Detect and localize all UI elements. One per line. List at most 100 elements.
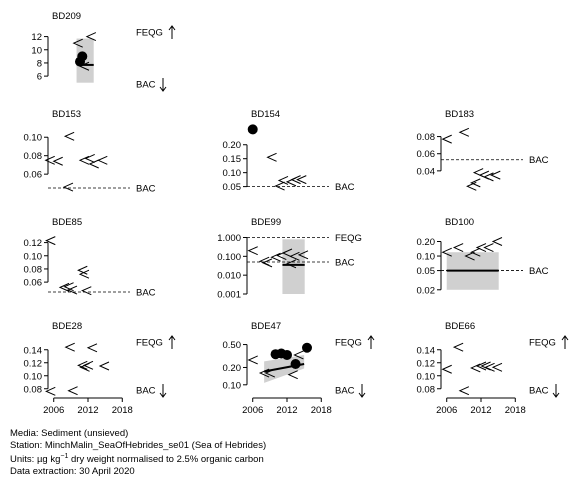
y-tick-label: 0.10: [24, 133, 43, 144]
caption-units-exp: −1: [60, 453, 69, 460]
y-tick-label: 0.08: [24, 264, 43, 275]
y-tick-label: 0.10: [223, 380, 242, 391]
x-tick-label: 2018: [311, 405, 332, 416]
less-than-marker: [45, 236, 56, 246]
reference-label-bac: BAC: [136, 386, 156, 397]
y-tick-label: 0.05: [223, 182, 242, 193]
x-tick-label: 2018: [505, 405, 526, 416]
reference-label-feqg: FEQG: [136, 28, 163, 39]
reference-label-feqg: FEQG: [335, 338, 362, 349]
panel-title: BDE66: [445, 321, 475, 332]
reference-label-bac: BAC: [529, 266, 549, 277]
y-tick-label: 0.15: [223, 154, 242, 165]
caption-units: Units: µg kg−1 dry weight normalised to …: [10, 451, 266, 466]
caption: Media: Sediment (unsieved) Station: Minc…: [10, 428, 266, 477]
panel-bde28: BDE28 0.08 0.10 0.12 0.14 FEQG BAC 2006 2012 2018: [24, 321, 176, 416]
y-tick-label: 0.06: [24, 170, 43, 181]
y-tick-label: 0.12: [24, 238, 43, 249]
less-than-marker: [452, 342, 464, 352]
caption-units-mu: µg kg: [36, 454, 61, 466]
y-tick-label: 0.04: [417, 166, 436, 177]
reference-label-bac: BAC: [335, 182, 355, 193]
y-tick-label: 0.100: [217, 252, 241, 263]
less-than-marker: [285, 259, 297, 269]
less-than-marker: [452, 243, 464, 252]
x-tick-label: 2012: [470, 405, 491, 416]
y-tick-label: 0.001: [217, 290, 241, 301]
panel-title: BDE99: [251, 217, 281, 228]
y-tick-label: 0.14: [417, 345, 436, 356]
y-tick-label: 0.10: [417, 371, 436, 382]
x-tick-label: 2012: [276, 405, 297, 416]
less-than-marker: [470, 178, 481, 188]
less-than-marker: [484, 362, 495, 372]
less-than-marker: [475, 243, 487, 252]
reference-label-bac: BAC: [335, 257, 355, 268]
caption-units-rest: dry weight normalised to 2.5% organic ca…: [68, 454, 264, 466]
x-tick-label: 2006: [242, 405, 263, 416]
panel-bde47: BDE47 0.10 0.20 0.50 FEQG BAC 2006 2012 2018: [223, 321, 375, 416]
less-than-marker: [45, 386, 56, 396]
panel-bde99: BDE99 0.001 0.010 0.100 1.000 FEQG BAC: [217, 217, 362, 301]
chart-figure: BD209 6 8 10 12 FEQG BAC BD153 0.06 0.08 0.10 BAC BD…: [24, 11, 569, 416]
less-than-marker: [289, 251, 300, 261]
y-tick-label: 0.10: [417, 252, 436, 263]
panel-bd183: BD183 0.04 0.06 0.08 BAC: [417, 109, 549, 191]
y-tick-label: 0.10: [223, 168, 242, 179]
less-than-marker: [77, 265, 88, 275]
less-than-marker: [297, 250, 309, 260]
less-than-marker: [85, 32, 97, 42]
less-than-marker: [458, 386, 470, 396]
reference-label-bac: BAC: [136, 288, 156, 299]
less-than-marker: [266, 152, 277, 162]
y-tick-label: 0.08: [417, 132, 436, 143]
less-than-marker: [470, 247, 481, 257]
less-than-marker: [441, 134, 452, 144]
panel-title: BDE47: [251, 321, 281, 332]
panel-title: BD153: [52, 109, 81, 120]
y-tick-label: 0.06: [417, 149, 436, 160]
less-than-marker: [281, 248, 293, 258]
less-than-marker: [72, 38, 83, 48]
less-than-marker: [62, 182, 74, 192]
less-than-marker: [77, 360, 88, 370]
less-than-marker: [261, 258, 273, 268]
less-than-marker: [464, 251, 475, 261]
x-tick-label: 2006: [43, 405, 64, 416]
y-tick-label: 10: [31, 45, 42, 56]
less-than-marker: [483, 243, 494, 252]
panel-bd154: BD154 0.05 0.10 0.15 0.20 BAC: [223, 109, 355, 193]
data-point: [290, 358, 301, 369]
y-tick-label: 0.08: [417, 384, 436, 395]
x-tick-label: 2012: [77, 405, 98, 416]
less-than-marker: [290, 175, 301, 185]
y-tick-label: 12: [31, 32, 42, 43]
x-tick-label: 2006: [436, 405, 457, 416]
arrow-down-head: [159, 392, 167, 398]
caption-station: Station: MinchMalin_SeaOfHebrides_se01 (…: [10, 439, 267, 451]
y-tick-label: 8: [37, 58, 42, 69]
less-than-marker: [472, 168, 484, 178]
less-than-marker: [78, 155, 90, 165]
y-tick-label: 6: [37, 72, 42, 83]
data-point: [247, 124, 258, 135]
y-tick-label: 0.50: [223, 340, 242, 351]
less-than-marker: [293, 350, 304, 360]
less-than-marker: [81, 286, 92, 296]
y-tick-label: 1.000: [217, 233, 241, 244]
panel-title: BD100: [445, 217, 474, 228]
less-than-marker: [285, 177, 297, 187]
arrow-up-head: [168, 25, 176, 31]
less-than-marker: [270, 252, 281, 262]
less-than-marker: [247, 246, 258, 256]
y-tick-label: 0.08: [24, 384, 43, 395]
reference-label-bac: BAC: [136, 184, 156, 195]
panel-title: BD209: [52, 11, 81, 22]
less-than-marker: [441, 364, 452, 374]
y-tick-label: 0.05: [417, 266, 436, 277]
y-tick-label: 0.010: [217, 271, 241, 282]
less-than-marker: [97, 155, 108, 165]
less-than-marker: [258, 368, 270, 378]
y-tick-label: 0.20: [223, 363, 242, 374]
less-than-marker: [491, 362, 503, 372]
